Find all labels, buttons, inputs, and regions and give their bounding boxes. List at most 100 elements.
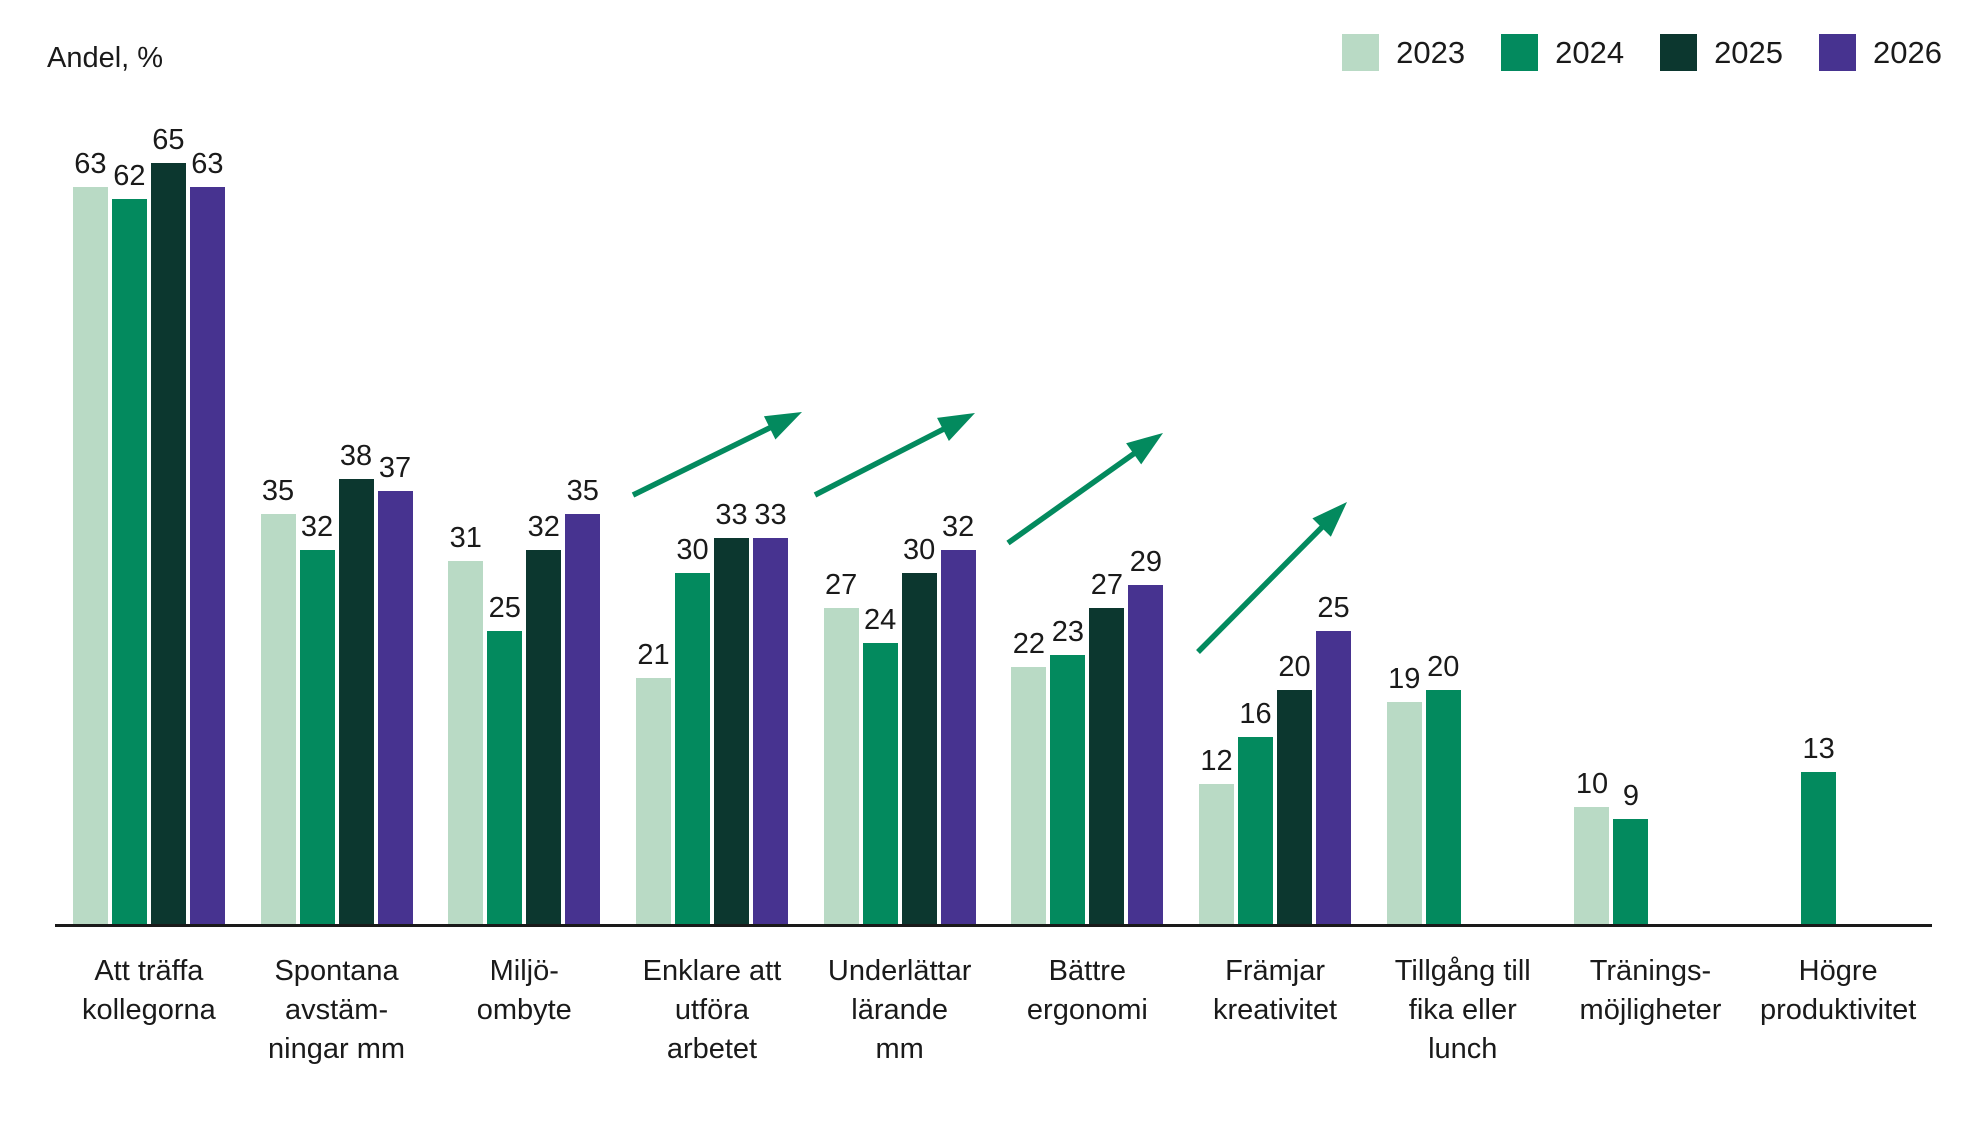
bar-value-label: 63 bbox=[74, 148, 107, 180]
bar-2024 bbox=[674, 573, 710, 924]
bar-group: 27 24 30 32 bbox=[806, 0, 994, 924]
bar-2023 bbox=[1199, 784, 1235, 924]
bar-slot-2025: 20 bbox=[1277, 651, 1313, 924]
bar-2025 bbox=[1089, 608, 1125, 924]
bar-slot-2023: 12 bbox=[1199, 746, 1235, 924]
category-label-line: kollegorna bbox=[81, 994, 216, 1026]
category-label: Miljö-ombyte bbox=[430, 952, 618, 1069]
bar-2026 bbox=[1316, 631, 1352, 924]
bar-slot-2025: 65 bbox=[150, 125, 186, 924]
bar-value-label: 32 bbox=[942, 511, 975, 543]
category-label-line: Främjar bbox=[1225, 955, 1326, 987]
category-label-line: möjligheter bbox=[1579, 994, 1722, 1026]
bar-2026 bbox=[189, 187, 225, 924]
legend-swatch-2025 bbox=[1660, 34, 1698, 71]
bar-group: 12 16 20 25 bbox=[1181, 0, 1369, 924]
category-label-line: Enklare att bbox=[642, 955, 782, 987]
bar-value-label: 32 bbox=[527, 511, 560, 543]
bar-slot-2024: 24 bbox=[862, 605, 898, 924]
category-label-line: ningar mm bbox=[268, 1033, 406, 1065]
chart-legend: 2023 2024 2025 2026 bbox=[1342, 34, 1942, 71]
bar-slot-2026: 37 bbox=[377, 453, 413, 924]
legend-swatch-2024 bbox=[1501, 34, 1539, 71]
bar-value-label: 25 bbox=[488, 592, 521, 624]
bar-2023 bbox=[72, 187, 108, 924]
bar-value-label: 10 bbox=[1575, 768, 1609, 800]
category-label: Tillgång till fika eller lunch bbox=[1369, 952, 1557, 1069]
category-label: Underlättar lärande mm bbox=[806, 952, 994, 1069]
bar-2024 bbox=[1425, 690, 1461, 924]
bar-value-label: 30 bbox=[903, 534, 936, 566]
bar-2026 bbox=[377, 491, 413, 924]
category-label-line: fika eller bbox=[1408, 994, 1517, 1026]
category-label-line: avstäm- bbox=[284, 994, 389, 1026]
bar-value-label: 13 bbox=[1802, 733, 1835, 765]
bar-2024 bbox=[487, 631, 523, 924]
category-label-line: Att träffa bbox=[94, 955, 204, 987]
category-label: Enklare att utföra arbetet bbox=[618, 952, 806, 1069]
bar-2024 bbox=[111, 199, 147, 924]
bar-slot-2026: 29 bbox=[1128, 546, 1164, 924]
category-label-line: produktivitet bbox=[1760, 994, 1917, 1026]
bar-2026 bbox=[940, 550, 976, 924]
bar-slot-2026: 25 bbox=[1316, 592, 1352, 924]
bar-value-label: 20 bbox=[1278, 651, 1311, 683]
category-label-line: lärande bbox=[851, 994, 949, 1026]
bar-slot-2026: 63 bbox=[189, 149, 225, 924]
bar-value-label: 33 bbox=[754, 499, 787, 531]
bar-slot-2025: 38 bbox=[338, 441, 374, 924]
bar-group: 22 23 27 29 bbox=[994, 0, 1182, 924]
legend-item-2024: 2024 bbox=[1501, 34, 1624, 71]
bar-2026 bbox=[752, 538, 788, 924]
bar-slot-2024: 30 bbox=[674, 535, 710, 924]
bar-group: 13 bbox=[1744, 0, 1932, 924]
legend-label-2025: 2025 bbox=[1714, 34, 1784, 70]
bar-slot-2024: 32 bbox=[299, 511, 335, 924]
bar-2023 bbox=[448, 561, 484, 924]
bar-slot-2025: 33 bbox=[713, 500, 749, 924]
legend-label-2024: 2024 bbox=[1555, 34, 1625, 70]
legend-swatch-2023 bbox=[1342, 34, 1380, 71]
legend-label-2026: 2026 bbox=[1873, 34, 1942, 70]
bar-value-label: 35 bbox=[261, 475, 295, 507]
category-label: Främjar kreativitet bbox=[1181, 952, 1369, 1069]
bar-value-label: 62 bbox=[113, 160, 146, 192]
bar-2025 bbox=[338, 479, 374, 924]
legend-item-2026: 2026 bbox=[1819, 34, 1942, 71]
bar-2023 bbox=[260, 514, 296, 924]
category-label-line: utföra bbox=[674, 994, 750, 1026]
category-label-line: mm bbox=[875, 1033, 924, 1065]
bar-2024 bbox=[1050, 655, 1086, 924]
bar-group: 63 62 65 63 bbox=[55, 0, 243, 924]
bar-value-label: 32 bbox=[300, 511, 334, 543]
bar-value-label: 27 bbox=[1090, 569, 1123, 601]
bar-group: 21 30 33 33 bbox=[618, 0, 806, 924]
category-label: Att träffa kollegorna bbox=[55, 952, 243, 1069]
bar-slot-2024: 23 bbox=[1050, 616, 1086, 924]
category-label-line: Högre bbox=[1798, 955, 1878, 987]
bar-value-label: 23 bbox=[1051, 616, 1084, 648]
category-label-line: kreativitet bbox=[1213, 994, 1338, 1026]
category-label-line: Underlättar bbox=[827, 955, 972, 987]
bar-2023 bbox=[1011, 667, 1047, 924]
bar-value-label: 31 bbox=[449, 522, 482, 554]
category-label-line: Miljö- bbox=[489, 955, 559, 987]
bar-slot-2025: 27 bbox=[1089, 569, 1125, 924]
bar-slot-2024: 13 bbox=[1801, 733, 1837, 924]
bar-2026 bbox=[565, 514, 601, 924]
bar-value-label: 25 bbox=[1317, 592, 1350, 624]
bar-value-label: 16 bbox=[1239, 698, 1272, 730]
bar-2026 bbox=[1128, 585, 1164, 924]
bar-2024 bbox=[1801, 772, 1837, 924]
bar-slot-2023: 27 bbox=[823, 570, 859, 924]
bar-slot-2026: 35 bbox=[565, 476, 601, 924]
bar-2023 bbox=[635, 678, 671, 924]
bar-slot-2023: 31 bbox=[448, 522, 484, 924]
bar-value-label: 9 bbox=[1622, 780, 1640, 812]
category-label: Högre produktivitet bbox=[1744, 952, 1932, 1069]
bar-2025 bbox=[1277, 690, 1313, 924]
bar-value-label: 29 bbox=[1129, 546, 1162, 578]
bar-slot-2024: 62 bbox=[111, 160, 147, 924]
bar-2025 bbox=[150, 163, 186, 924]
